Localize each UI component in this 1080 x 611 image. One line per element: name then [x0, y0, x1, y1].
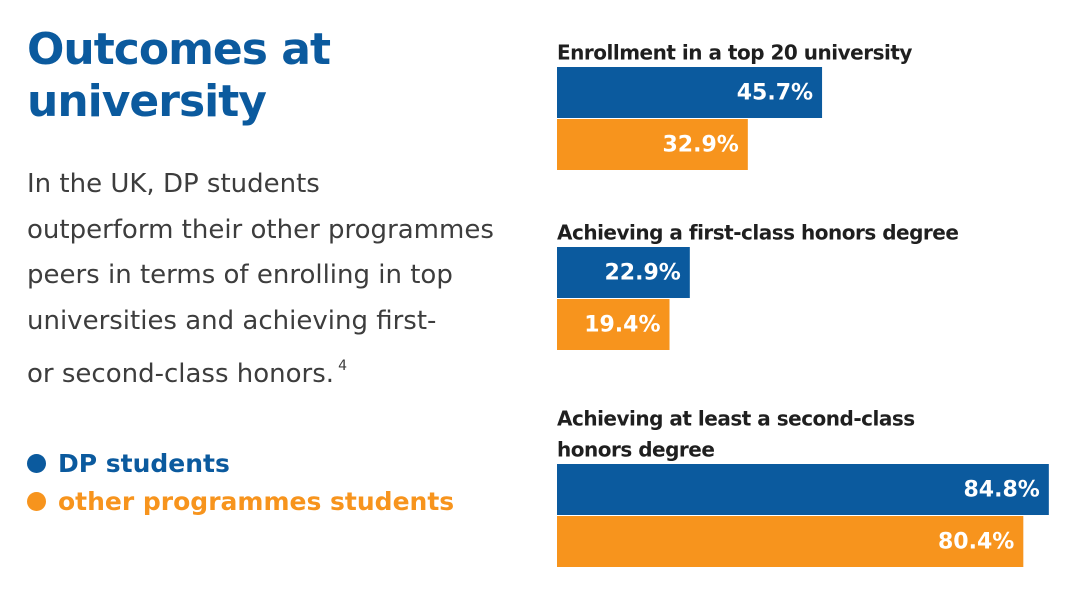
- page-title: Outcomes at university: [27, 24, 331, 128]
- description-line: peers in terms of enrolling in top: [27, 260, 453, 290]
- bar: [557, 67, 823, 118]
- group-title: Achieving a first-class honors degree: [557, 221, 958, 245]
- description-line: or second-class honors.: [27, 359, 335, 389]
- legend-dot-other: [27, 491, 46, 511]
- group-title: honors degree: [557, 438, 714, 462]
- title-line-1: Outcomes at: [27, 24, 331, 75]
- group-title: Achieving at least a second-class: [557, 407, 915, 431]
- legend-label-other: other programmes students: [58, 486, 455, 516]
- bar-value-label: 32.9%: [662, 133, 738, 158]
- bar: [557, 119, 748, 170]
- legend-label-dp: DP students: [58, 448, 230, 478]
- bar: [557, 464, 1049, 515]
- bar-value-label: 80.4%: [938, 530, 1014, 555]
- bar-value-label: 84.8%: [964, 478, 1040, 503]
- legend-item-dp: DP students: [27, 444, 454, 482]
- bar: [557, 516, 1024, 567]
- footnote-marker: 4: [338, 358, 347, 374]
- legend-dot-dp: [27, 453, 46, 473]
- description-line: outperform their other programmes: [27, 214, 494, 245]
- bar: [557, 247, 690, 298]
- legend: DP students other programmes students: [27, 444, 454, 520]
- bar: [557, 299, 670, 350]
- description-line: In the UK, DP students: [27, 169, 320, 199]
- description-paragraph: In the UK, DP students outperform their …: [27, 162, 537, 398]
- description-line: universities and achieving first-: [27, 305, 437, 336]
- group-title: Enrollment in a top 20 university: [557, 41, 912, 65]
- legend-item-other: other programmes students: [27, 482, 454, 520]
- bar-value-label: 45.7%: [737, 81, 813, 106]
- bar-value-label: 19.4%: [584, 313, 660, 338]
- description-line-last: or second-class honors. 4: [27, 344, 537, 398]
- title-line-2: university: [27, 76, 267, 127]
- bar-value-label: 22.9%: [604, 261, 680, 286]
